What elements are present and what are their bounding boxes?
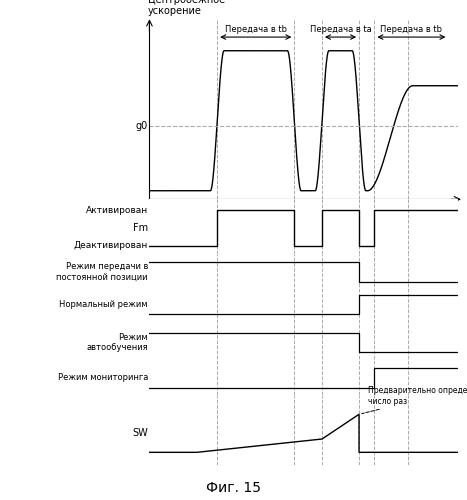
Text: Режим передачи в
постоянной позиции: Режим передачи в постоянной позиции bbox=[57, 262, 148, 281]
Text: Фиг. 15: Фиг. 15 bbox=[206, 481, 261, 495]
Text: t6: t6 bbox=[403, 206, 413, 216]
Text: Нормальный режим: Нормальный режим bbox=[59, 300, 148, 309]
Text: g0: g0 bbox=[135, 121, 148, 131]
Text: Передача в ta: Передача в ta bbox=[310, 24, 371, 34]
Text: Режим мониторинга: Режим мониторинга bbox=[57, 373, 148, 382]
Text: SW: SW bbox=[132, 428, 148, 438]
Text: Fm: Fm bbox=[133, 223, 148, 233]
Text: t2: t2 bbox=[290, 206, 299, 216]
Text: Режим
автообучения: Режим автообучения bbox=[86, 332, 148, 352]
Text: Предварительно определенное
число раз: Предварительно определенное число раз bbox=[362, 386, 467, 413]
Text: t5: t5 bbox=[370, 206, 379, 216]
Text: t1: t1 bbox=[212, 206, 222, 216]
Text: Активирован: Активирован bbox=[85, 206, 148, 214]
Text: Центробежное
ускорение: Центробежное ускорение bbox=[148, 0, 225, 16]
Text: Деактивирован: Деактивирован bbox=[73, 241, 148, 250]
Text: t4: t4 bbox=[354, 206, 364, 216]
Text: t3: t3 bbox=[318, 206, 327, 216]
Text: Передача в tb: Передача в tb bbox=[381, 24, 442, 34]
Text: Передача в tb: Передача в tb bbox=[225, 24, 287, 34]
